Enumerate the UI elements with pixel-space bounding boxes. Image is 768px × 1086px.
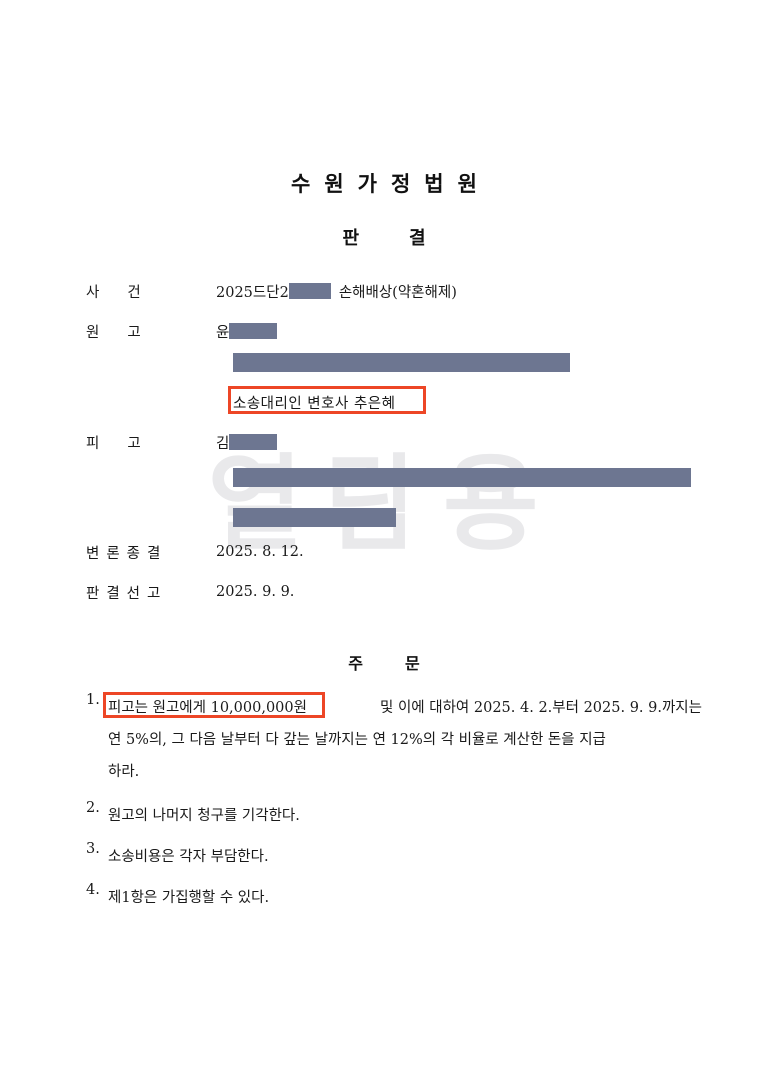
caption-row-defendant: 피고 김 bbox=[86, 431, 726, 453]
caption-row-case: 사건 2025드단2 손해배상(약혼해제) bbox=[86, 280, 726, 302]
order-items-list: 1. 피고는 원고에게 10,000,000원 및 이에 대하여 2025. 4… bbox=[86, 692, 702, 923]
caption-value-case: 2025드단2 손해배상(약혼해제) bbox=[216, 281, 457, 302]
caption-value-plaintiff: 윤 bbox=[216, 321, 278, 342]
case-number-prefix: 2025드단2 bbox=[216, 284, 289, 301]
plaintiff-surname: 윤 bbox=[216, 324, 230, 341]
order-item-3-number: 3. bbox=[86, 841, 100, 857]
redaction-block-defendant-address-line1 bbox=[233, 468, 691, 487]
caption-label-case: 사건 bbox=[86, 284, 169, 301]
order-item-1-body: 피고는 원고에게 10,000,000원 및 이에 대하여 2025. 4. 2… bbox=[108, 692, 702, 788]
plaintiff-attorney-line: 소송대리인 변호사 추은혜 bbox=[233, 396, 396, 412]
caption-value-defendant: 김 bbox=[216, 432, 278, 453]
case-type-label: 손해배상(약혼해제) bbox=[338, 284, 457, 301]
redaction-block-case-number bbox=[288, 283, 331, 299]
redaction-block-defendant-address-line2 bbox=[233, 508, 396, 527]
order-item-2-text: 원고의 나머지 청구를 기각한다. bbox=[108, 808, 300, 824]
caption-value-judgment-date: 2025. 9. 9. bbox=[216, 584, 295, 600]
order-item-2: 2. 원고의 나머지 청구를 기각한다. bbox=[86, 800, 702, 832]
redaction-block-plaintiff-name bbox=[229, 323, 278, 339]
defendant-surname: 김 bbox=[216, 435, 230, 452]
order-item-3-text: 소송비용은 각자 부담한다. bbox=[108, 849, 269, 865]
order-section-heading: 주문 bbox=[348, 654, 462, 673]
caption-label-defendant: 피고 bbox=[86, 435, 169, 452]
order-item-4: 4. 제1항은 가집행할 수 있다. bbox=[86, 882, 702, 914]
caption-row-closing-date: 변론종결 2025. 8. 12. bbox=[86, 541, 726, 563]
document-type-title: 판결 bbox=[342, 228, 476, 249]
order-item-4-number: 4. bbox=[86, 882, 100, 898]
redaction-block-plaintiff-address bbox=[233, 353, 570, 372]
order-item-1-line-2: 연 5%의, 그 다음 날부터 다 갚는 날까지는 연 12%의 각 비율로 계… bbox=[108, 732, 606, 748]
court-name-title: 수원가정법원 bbox=[291, 171, 491, 196]
order-item-3: 3. 소송비용은 각자 부담한다. bbox=[86, 841, 702, 873]
order-item-1: 1. 피고는 원고에게 10,000,000원 및 이에 대하여 2025. 4… bbox=[86, 692, 702, 788]
caption-label-plaintiff: 원고 bbox=[86, 324, 169, 341]
order-item-1-highlighted: 피고는 원고에게 10,000,000원 bbox=[108, 700, 307, 716]
redaction-block-defendant-name bbox=[229, 434, 278, 450]
order-item-1-number: 1. bbox=[86, 692, 100, 708]
order-item-1-line-1: 피고는 원고에게 10,000,000원 및 이에 대하여 2025. 4. 2… bbox=[108, 692, 702, 724]
order-item-1-line-3: 하라. bbox=[108, 764, 140, 780]
caption-value-closing-date: 2025. 8. 12. bbox=[216, 544, 304, 560]
caption-label-judgment-date: 판결선고 bbox=[86, 585, 168, 602]
order-item-2-number: 2. bbox=[86, 800, 100, 816]
caption-row-judgment-date: 판결선고 2025. 9. 9. bbox=[86, 581, 726, 603]
caption-row-plaintiff: 원고 윤 bbox=[86, 320, 726, 342]
caption-label-closing-date: 변론종결 bbox=[86, 545, 168, 562]
order-item-4-text: 제1항은 가집행할 수 있다. bbox=[108, 890, 270, 906]
order-item-1-line-1-rest: 및 이에 대하여 2025. 4. 2.부터 2025. 9. 9.까지는 bbox=[380, 700, 702, 716]
